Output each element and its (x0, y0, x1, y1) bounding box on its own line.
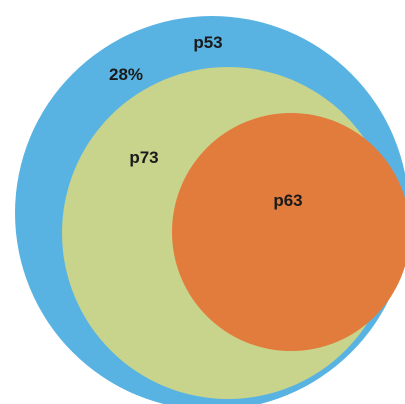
p53-label: p53 (193, 33, 222, 52)
p73-label: p73 (129, 148, 158, 167)
percent-label: 28% (109, 65, 143, 84)
p63-circle (172, 113, 405, 351)
p63-label: p63 (273, 191, 302, 210)
